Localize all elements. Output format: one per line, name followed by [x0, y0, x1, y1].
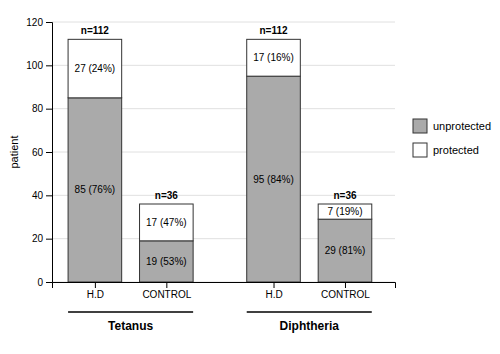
y-tick-mark — [46, 109, 52, 110]
legend-item: protected — [413, 143, 479, 157]
y-tick: 60 — [32, 147, 52, 158]
x-tick-label: CONTROL — [142, 289, 191, 300]
x-tick-mark — [166, 282, 167, 288]
legend-swatch — [413, 143, 427, 157]
x-tick: H.D — [265, 282, 282, 300]
bar-segment — [68, 98, 122, 282]
group-label: Tetanus — [108, 319, 153, 333]
bar-segment — [140, 241, 194, 282]
x-tick: CONTROL — [142, 282, 191, 300]
x-tick-mark — [345, 282, 346, 288]
y-tick-label: 0 — [37, 277, 43, 288]
y-axis-line — [46, 23, 53, 283]
y-tick-mark — [46, 282, 52, 283]
y-axis-title: patient — [8, 135, 20, 168]
chart-svg: 85 (76%) 19 (53%) 95 (84%) 29 (81%) 27 (24%)… — [0, 0, 500, 354]
x-tick-mark — [274, 282, 275, 288]
data-label: 29 (81%) — [325, 245, 366, 256]
y-tick: 20 — [32, 233, 52, 244]
total-labels: n=112 n=36 n=112 n=36 — [81, 25, 357, 201]
legend-item: unprotected — [413, 119, 491, 133]
data-label: 27 (24%) — [75, 63, 116, 74]
total-label: n=36 — [333, 190, 357, 201]
total-label: n=36 — [155, 190, 179, 201]
bar-segment — [68, 39, 122, 98]
y-tick-label: 20 — [32, 233, 44, 244]
total-label: n=112 — [259, 25, 288, 36]
grid-line — [52, 22, 395, 23]
x-tick: H.D — [87, 282, 104, 300]
legend-swatch — [413, 119, 427, 133]
group-bracket — [247, 311, 372, 313]
y-tick-mark — [46, 65, 52, 66]
y-tick-label: 80 — [32, 103, 44, 114]
x-axis: H.D CONTROL H.D CONTROL — [53, 282, 396, 300]
data-label: 95 (84%) — [253, 174, 294, 185]
y-tick-label: 60 — [32, 147, 44, 158]
y-tick: 0 — [37, 277, 52, 288]
y-tick-mark — [46, 195, 52, 196]
x-tick-label: H.D — [87, 289, 104, 300]
x-tick-mark — [95, 282, 96, 288]
data-label: 7 (19%) — [327, 206, 362, 217]
data-label: 85 (76%) — [75, 184, 116, 195]
y-tick: 100 — [26, 60, 52, 71]
y-tick-label: 40 — [32, 190, 44, 201]
data-label: 17 (47%) — [146, 217, 187, 228]
y-tick-mark — [46, 22, 52, 23]
bar-segment — [247, 76, 301, 282]
grid — [52, 22, 395, 282]
total-label: n=112 — [81, 25, 110, 36]
bars — [68, 39, 372, 282]
group-label: Diphtheria — [280, 319, 340, 333]
bar-segment — [318, 204, 372, 219]
x-tick-label: H.D — [265, 289, 282, 300]
plot: 85 (76%) 19 (53%) 95 (84%) 29 (81%) 27 (24%)… — [26, 17, 395, 333]
bar-segment — [247, 39, 301, 76]
x-tick: CONTROL — [321, 282, 370, 300]
bar-segment — [140, 204, 194, 241]
data-label: 17 (16%) — [253, 52, 294, 63]
y-tick-mark — [46, 152, 52, 153]
category-groups: Tetanus Diphtheria — [68, 312, 372, 333]
legend-label: unprotected — [433, 120, 491, 132]
group-bracket — [68, 311, 193, 313]
x-tick-label: CONTROL — [321, 289, 370, 300]
y-tick: 120 — [26, 17, 52, 28]
data-labels: 85 (76%) 19 (53%) 95 (84%) 29 (81%) 27 (24%)… — [75, 52, 366, 267]
y-tick: 80 — [32, 103, 52, 114]
legend: unprotected protected — [413, 119, 491, 157]
bar-segment — [318, 219, 372, 282]
y-tick-label: 100 — [26, 60, 43, 71]
y-tick: 40 — [32, 190, 52, 201]
data-label: 19 (53%) — [146, 256, 187, 267]
y-axis: 0 20 40 60 80 100 120 — [26, 17, 52, 288]
y-tick-mark — [46, 239, 52, 240]
x-axis-line — [53, 283, 396, 289]
y-tick-label: 120 — [26, 17, 43, 28]
legend-label: protected — [433, 144, 479, 156]
